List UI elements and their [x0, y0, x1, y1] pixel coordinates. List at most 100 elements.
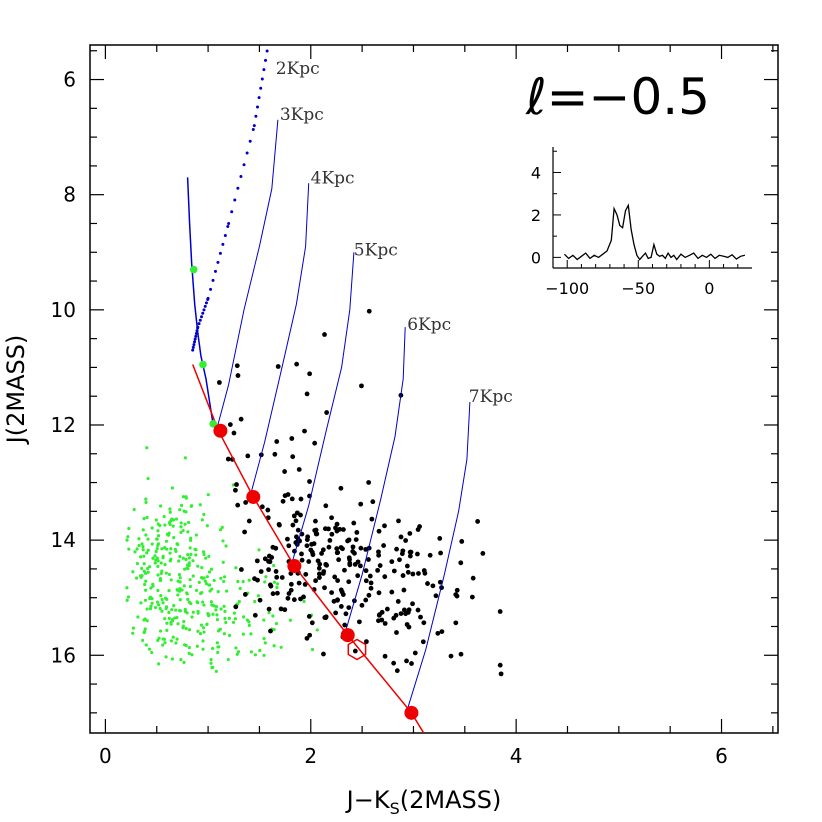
black-star — [321, 651, 326, 657]
black-star — [497, 662, 503, 668]
black-star — [341, 527, 346, 532]
green-star — [189, 538, 193, 542]
black-star — [326, 526, 331, 532]
green-star — [253, 599, 257, 604]
black-star — [282, 607, 288, 613]
isochrone-dot — [206, 296, 210, 300]
green-star — [183, 567, 187, 571]
black-star — [308, 547, 314, 553]
green-star — [146, 570, 150, 574]
green-star — [142, 569, 146, 573]
green-star — [238, 586, 242, 591]
black-star — [363, 568, 369, 574]
black-star — [391, 660, 397, 666]
black-star — [347, 562, 353, 568]
green-star — [170, 608, 174, 612]
black-star — [216, 380, 222, 385]
green-star — [183, 456, 187, 460]
green-star — [151, 582, 155, 586]
green-star — [155, 537, 159, 541]
black-star — [356, 619, 362, 625]
green-star — [217, 628, 222, 632]
red-marker — [213, 423, 228, 438]
black-star — [242, 529, 247, 535]
green-star — [142, 554, 146, 558]
black-star — [391, 568, 397, 574]
y-tick-label: 10 — [51, 298, 76, 322]
black-star — [275, 590, 280, 596]
isochrone-label: 3Kpc — [280, 105, 324, 125]
black-star — [298, 596, 303, 602]
panel-title: ℓ=−0.5 — [525, 68, 710, 126]
green-star — [179, 530, 183, 535]
black-star — [400, 548, 406, 554]
green-star — [158, 606, 162, 611]
black-star — [418, 614, 423, 620]
green-star — [170, 617, 175, 622]
green-star — [146, 548, 150, 552]
isochrone-dot — [192, 343, 196, 347]
isochrone-dot — [251, 128, 255, 132]
green-star — [182, 660, 186, 664]
y-tick-label: 14 — [51, 528, 76, 552]
green-star — [227, 633, 232, 637]
green-star — [226, 657, 230, 662]
black-star — [268, 628, 273, 634]
green-star — [134, 576, 139, 580]
green-star — [163, 523, 167, 527]
black-star — [304, 635, 310, 641]
green-star — [221, 539, 225, 543]
green-star — [207, 613, 211, 617]
black-star — [438, 550, 444, 556]
black-star — [333, 610, 339, 616]
open-marker — [347, 638, 367, 661]
black-star — [242, 592, 248, 597]
black-star — [307, 479, 312, 484]
black-star — [296, 580, 302, 586]
black-star — [285, 492, 291, 497]
green-star — [159, 561, 163, 565]
black-star — [280, 498, 286, 504]
green-star — [156, 638, 160, 643]
isochrone-dot — [233, 198, 237, 202]
inset-spectrum-line — [563, 203, 746, 261]
green-star — [215, 613, 219, 617]
black-star — [459, 539, 465, 544]
black-star — [313, 518, 318, 524]
isochrone-line — [343, 327, 406, 639]
green-star — [202, 626, 206, 630]
black-star — [382, 523, 387, 529]
green-star — [263, 580, 267, 584]
green-star — [141, 638, 145, 642]
black-star — [327, 537, 333, 543]
black-star — [421, 620, 427, 626]
black-star — [273, 545, 279, 551]
black-star — [437, 536, 443, 541]
green-star — [191, 559, 195, 563]
black-star — [409, 661, 414, 666]
green-star — [182, 584, 186, 588]
black-star — [317, 561, 323, 567]
green-star — [201, 550, 206, 554]
green-star — [131, 631, 135, 635]
green-star — [142, 562, 146, 566]
black-star — [343, 611, 349, 617]
green-star — [253, 653, 258, 657]
green-star — [143, 617, 147, 621]
black-star — [338, 604, 344, 609]
green-star — [221, 560, 225, 564]
green-star — [220, 525, 224, 529]
green-star — [164, 571, 168, 575]
black-star — [316, 571, 322, 577]
black-star — [407, 531, 413, 536]
red-marker — [404, 705, 419, 720]
green-star — [156, 529, 160, 533]
isochrone-dot — [204, 301, 208, 305]
isochrone-dot — [198, 318, 202, 322]
green-star — [222, 579, 226, 584]
black-star — [433, 593, 439, 599]
green-star — [126, 535, 130, 539]
black-star — [458, 560, 464, 566]
green-star — [232, 611, 236, 615]
green-star — [199, 623, 204, 627]
